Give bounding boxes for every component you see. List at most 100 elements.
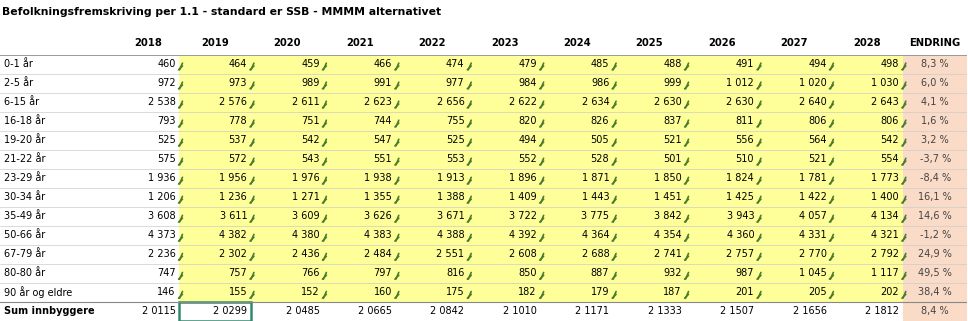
Bar — [541, 283, 613, 302]
Bar — [117, 112, 178, 131]
Bar — [831, 169, 903, 188]
Text: 501: 501 — [663, 154, 681, 164]
Bar — [117, 283, 178, 302]
Bar — [323, 169, 396, 188]
Text: 3 609: 3 609 — [292, 211, 319, 221]
Text: 1 045: 1 045 — [799, 268, 827, 278]
Text: 1 976: 1 976 — [291, 173, 319, 183]
Bar — [251, 188, 323, 207]
Text: 4 388: 4 388 — [437, 230, 465, 240]
Bar — [251, 169, 323, 188]
Bar — [396, 226, 469, 245]
Text: 987: 987 — [736, 268, 754, 278]
Bar — [831, 150, 903, 169]
Text: 2 436: 2 436 — [291, 249, 319, 259]
Text: 2026: 2026 — [708, 38, 736, 48]
Bar — [613, 188, 685, 207]
Text: 766: 766 — [301, 268, 319, 278]
Bar — [117, 245, 178, 264]
Bar — [685, 74, 758, 93]
Text: 755: 755 — [445, 116, 465, 126]
Bar — [178, 112, 251, 131]
Text: 3 842: 3 842 — [654, 211, 681, 221]
Bar — [178, 302, 251, 321]
Bar — [613, 93, 685, 112]
Text: 2 0665: 2 0665 — [358, 307, 392, 317]
Bar — [323, 302, 396, 321]
Bar — [0, 283, 117, 302]
Bar — [758, 226, 831, 245]
Text: 2 640: 2 640 — [799, 97, 827, 107]
Bar — [685, 302, 758, 321]
Text: 757: 757 — [228, 268, 247, 278]
Bar — [469, 169, 541, 188]
Text: 1 271: 1 271 — [291, 192, 319, 202]
Text: 2 770: 2 770 — [799, 249, 827, 259]
Text: 0-1 år: 0-1 år — [4, 59, 33, 69]
Text: 1 012: 1 012 — [726, 78, 754, 88]
Text: 4 321: 4 321 — [871, 230, 899, 240]
Text: 19-20 år: 19-20 år — [4, 135, 45, 145]
Text: 1 936: 1 936 — [148, 173, 175, 183]
Bar — [117, 302, 178, 321]
Text: 2 302: 2 302 — [220, 249, 247, 259]
Bar — [251, 112, 323, 131]
Bar — [758, 169, 831, 188]
Text: 202: 202 — [880, 287, 899, 298]
Text: 2 1010: 2 1010 — [503, 307, 537, 317]
Text: 751: 751 — [301, 116, 319, 126]
Text: 2 1333: 2 1333 — [648, 307, 681, 317]
Bar — [758, 188, 831, 207]
Bar — [831, 93, 903, 112]
Text: 4 360: 4 360 — [727, 230, 754, 240]
Text: 179: 179 — [590, 287, 609, 298]
Bar — [323, 112, 396, 131]
Text: 8,4 %: 8,4 % — [922, 307, 949, 317]
Text: 6-15 år: 6-15 år — [4, 97, 39, 107]
Bar — [685, 226, 758, 245]
Bar — [903, 226, 967, 245]
Text: 494: 494 — [519, 135, 537, 145]
Bar — [251, 226, 323, 245]
Text: 887: 887 — [590, 268, 609, 278]
Bar — [613, 131, 685, 150]
Bar — [0, 131, 117, 150]
Text: 543: 543 — [301, 154, 319, 164]
Text: 3,2 %: 3,2 % — [922, 135, 949, 145]
Text: 537: 537 — [228, 135, 247, 145]
Text: 1 409: 1 409 — [509, 192, 537, 202]
Bar — [323, 283, 396, 302]
Bar — [758, 283, 831, 302]
Text: 205: 205 — [808, 287, 827, 298]
Text: 1 850: 1 850 — [654, 173, 681, 183]
Bar — [323, 74, 396, 93]
Text: 3 626: 3 626 — [364, 211, 392, 221]
Bar — [178, 283, 251, 302]
Text: 2 623: 2 623 — [364, 97, 392, 107]
Text: 778: 778 — [228, 116, 247, 126]
Bar — [117, 74, 178, 93]
Text: 8,3 %: 8,3 % — [922, 59, 949, 69]
Bar — [758, 302, 831, 321]
Text: 155: 155 — [228, 287, 247, 298]
Text: 2 688: 2 688 — [582, 249, 609, 259]
Bar — [469, 245, 541, 264]
Text: 1 451: 1 451 — [654, 192, 681, 202]
Bar — [831, 55, 903, 74]
Bar — [903, 93, 967, 112]
Text: 2 741: 2 741 — [653, 249, 681, 259]
Bar — [251, 264, 323, 283]
Text: 50-66 år: 50-66 år — [4, 230, 45, 240]
Bar — [685, 188, 758, 207]
Text: 572: 572 — [228, 154, 247, 164]
Text: 2020: 2020 — [274, 38, 301, 48]
Text: 564: 564 — [808, 135, 827, 145]
Bar — [178, 264, 251, 283]
Text: 973: 973 — [228, 78, 247, 88]
Text: 528: 528 — [590, 154, 609, 164]
Bar — [178, 207, 251, 226]
Bar — [0, 245, 117, 264]
Text: 4 392: 4 392 — [509, 230, 537, 240]
Text: 4 383: 4 383 — [364, 230, 392, 240]
Text: Befolkningsfremskriving per 1.1 - standard er SSB - MMMM alternativet: Befolkningsfremskriving per 1.1 - standa… — [2, 7, 441, 17]
